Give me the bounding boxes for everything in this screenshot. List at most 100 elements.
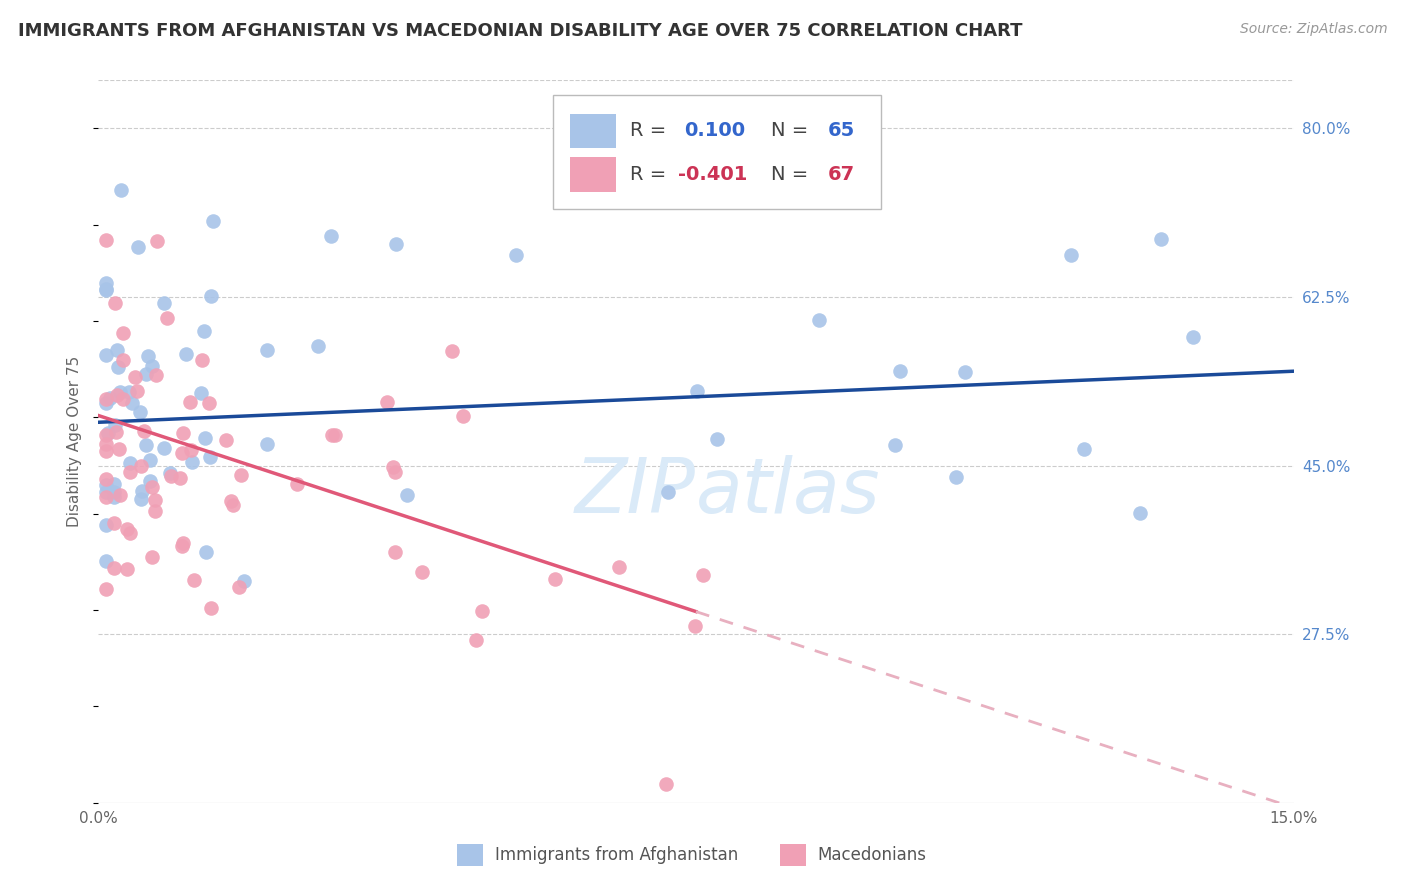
FancyBboxPatch shape (779, 844, 806, 865)
Point (141, 549, 163, 564)
Point (505, 248, 527, 262)
Point (191, 353, 214, 368)
Point (889, 364, 911, 378)
Point (607, 560, 630, 574)
Text: ZIP: ZIP (575, 455, 696, 529)
Text: R =: R = (630, 121, 672, 140)
Point (112, 392, 135, 406)
Text: N =: N = (772, 165, 814, 184)
Point (121, 395, 143, 409)
Y-axis label: Disability Age Over 75: Disability Age Over 75 (67, 356, 83, 527)
Point (132, 424, 155, 438)
Point (138, 474, 160, 488)
Point (202, 214, 225, 228)
Point (544, 573, 567, 587)
Point (120, 456, 142, 470)
Point (200, 601, 222, 615)
Point (124, 370, 146, 384)
FancyBboxPatch shape (553, 95, 882, 209)
Point (136, 349, 159, 363)
Point (139, 452, 162, 467)
Point (96, 478, 118, 492)
Point (146, 235, 169, 249)
Point (96, 554, 118, 568)
Point (323, 428, 346, 442)
Text: Source: ZipAtlas.com: Source: ZipAtlas.com (1240, 22, 1388, 37)
Point (382, 460, 405, 475)
Point (103, 491, 125, 505)
Point (96, 491, 118, 505)
Point (96, 233, 118, 247)
Point (441, 344, 464, 359)
Point (110, 183, 132, 197)
Point (172, 426, 194, 441)
Point (128, 405, 150, 419)
Point (174, 346, 197, 360)
Point (96, 518, 118, 533)
Point (141, 480, 163, 494)
Point (96, 443, 118, 458)
Point (153, 296, 176, 310)
Point (105, 388, 128, 402)
Text: 67: 67 (827, 165, 855, 184)
Point (1073, 442, 1095, 457)
Point (807, 313, 830, 327)
Text: 65: 65 (827, 121, 855, 140)
FancyBboxPatch shape (571, 157, 616, 192)
Point (118, 525, 141, 540)
Point (195, 545, 218, 559)
Point (115, 562, 138, 576)
Point (319, 229, 342, 244)
Point (170, 539, 193, 553)
Point (256, 343, 278, 357)
Point (105, 343, 128, 358)
Point (98, 391, 121, 405)
Text: N =: N = (772, 121, 814, 140)
Point (385, 237, 408, 252)
Point (127, 240, 149, 254)
Point (111, 326, 134, 341)
Point (321, 428, 343, 442)
Text: Macedonians: Macedonians (818, 846, 927, 863)
Point (159, 466, 181, 480)
Point (135, 368, 157, 382)
Point (198, 450, 221, 464)
Point (221, 494, 243, 508)
Point (884, 438, 907, 452)
Point (953, 365, 976, 379)
Point (103, 477, 125, 491)
Point (451, 409, 474, 423)
Point (96, 392, 118, 406)
Point (1182, 330, 1205, 344)
Point (221, 498, 243, 512)
FancyBboxPatch shape (457, 844, 484, 865)
Point (129, 458, 152, 473)
Point (181, 455, 204, 469)
Point (411, 565, 433, 579)
Point (96, 283, 118, 297)
Point (172, 536, 194, 550)
Point (110, 384, 132, 399)
Point (683, 619, 706, 633)
Point (96, 282, 118, 296)
Point (96, 396, 118, 410)
Point (384, 465, 406, 479)
Point (692, 567, 714, 582)
Point (141, 359, 163, 373)
Point (143, 493, 166, 508)
Point (686, 384, 709, 399)
Point (96, 472, 118, 486)
Text: Immigrants from Afghanistan: Immigrants from Afghanistan (495, 846, 738, 863)
Point (160, 469, 183, 483)
Point (117, 385, 139, 400)
Point (103, 484, 125, 499)
Point (200, 288, 222, 302)
Text: 0.100: 0.100 (685, 121, 745, 140)
FancyBboxPatch shape (571, 113, 616, 148)
Point (145, 368, 167, 383)
Point (156, 310, 179, 325)
Point (180, 443, 202, 458)
Point (135, 438, 157, 452)
Point (104, 296, 127, 310)
Text: R =: R = (630, 165, 672, 184)
